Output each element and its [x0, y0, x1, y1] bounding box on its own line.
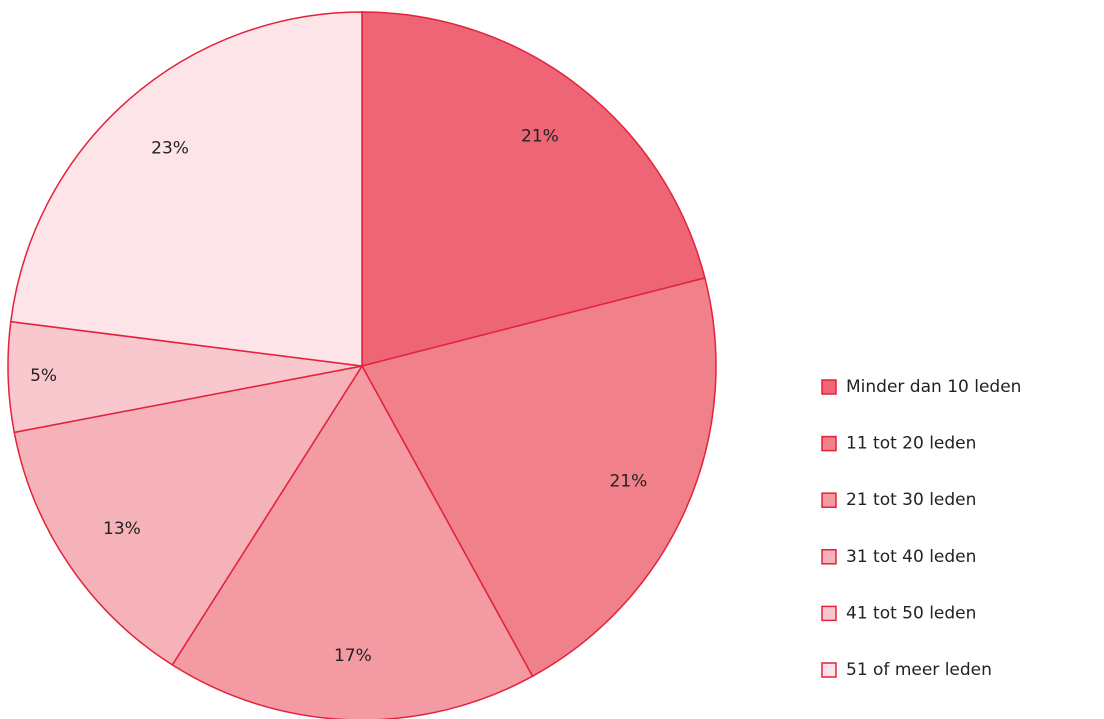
legend-label: 51 of meer leden	[846, 660, 992, 680]
data-label: 5%	[30, 366, 57, 386]
pie-slice	[171, 364, 534, 719]
pie-slice	[360, 277, 717, 678]
data-label: 23%	[151, 138, 189, 158]
legend-swatch	[821, 435, 837, 452]
legend-swatch	[821, 605, 837, 622]
data-label: 13%	[103, 519, 141, 539]
legend-label: 41 tot 50 leden	[846, 603, 976, 623]
pie-slice	[361, 11, 706, 367]
data-label: 17%	[334, 646, 372, 666]
legend-label: 21 tot 30 leden	[846, 490, 976, 510]
legend-swatch	[821, 549, 837, 565]
pie-slice	[13, 364, 364, 666]
legend-swatch	[821, 662, 837, 678]
legend-swatch	[821, 492, 837, 508]
data-label: 21%	[521, 127, 559, 147]
legend-label: 31 tot 40 leden	[846, 547, 976, 567]
legend-label: Minder dan 10 leden	[846, 377, 1021, 397]
pie-slice	[9, 11, 363, 367]
legend-swatch	[821, 379, 837, 395]
data-label: 21%	[610, 471, 648, 491]
legend-label: 11 tot 20 leden	[846, 434, 976, 454]
